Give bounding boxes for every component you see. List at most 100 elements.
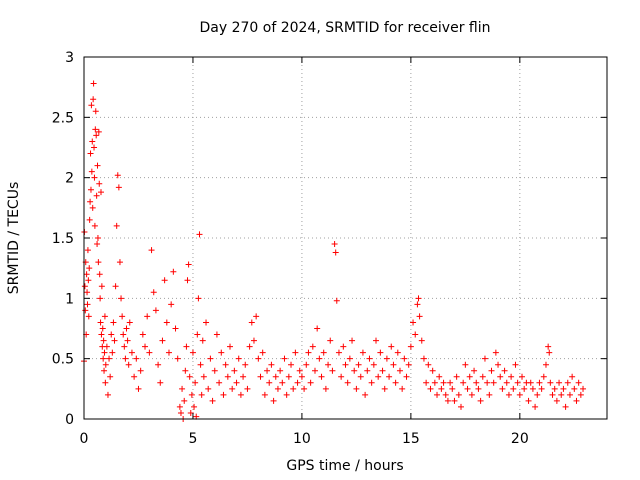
data-point (250, 337, 257, 344)
data-point (453, 373, 460, 380)
data-point (410, 319, 417, 326)
data-point (331, 241, 338, 248)
data-point (444, 397, 451, 404)
data-point (179, 385, 186, 392)
data-point (176, 403, 183, 410)
data-point (294, 379, 301, 386)
data-point (516, 391, 523, 398)
data-point (91, 174, 98, 181)
data-point (119, 313, 126, 320)
data-point (580, 385, 587, 392)
data-point (113, 222, 120, 229)
data-point (91, 222, 98, 229)
data-point (233, 379, 240, 386)
data-point (362, 391, 369, 398)
data-point (88, 168, 95, 175)
data-point (96, 180, 103, 187)
data-point (314, 325, 321, 332)
data-point (85, 277, 92, 284)
data-point (197, 361, 204, 368)
data-point (235, 355, 242, 362)
data-point (464, 385, 471, 392)
data-point (349, 337, 356, 344)
data-point (259, 349, 266, 356)
data-point (549, 391, 556, 398)
data-point (139, 331, 146, 338)
y-tick-label: 1 (65, 291, 74, 307)
data-point (342, 361, 349, 368)
data-point (253, 313, 260, 320)
data-point (536, 379, 543, 386)
data-point (296, 367, 303, 374)
data-point (545, 343, 552, 350)
data-point (532, 403, 539, 410)
data-point (115, 184, 122, 191)
data-point (240, 373, 247, 380)
data-point (551, 385, 558, 392)
data-point (101, 349, 108, 356)
data-point (91, 144, 98, 151)
data-point (229, 385, 236, 392)
data-point (405, 361, 412, 368)
y-tick-label: 1.5 (52, 231, 74, 247)
data-point (131, 373, 138, 380)
data-point (368, 379, 375, 386)
data-point (133, 355, 140, 362)
data-point (386, 373, 393, 380)
data-point (137, 367, 144, 374)
data-point (344, 379, 351, 386)
data-point (220, 391, 227, 398)
data-point (189, 349, 196, 356)
data-point (86, 216, 93, 223)
data-point (90, 96, 97, 103)
data-point (429, 367, 436, 374)
data-point (101, 367, 108, 374)
data-point (521, 385, 528, 392)
data-point (388, 343, 395, 350)
data-point (573, 397, 580, 404)
data-point (87, 198, 94, 205)
data-point (340, 343, 347, 350)
data-point (157, 379, 164, 386)
data-point (99, 325, 106, 332)
data-point (488, 367, 495, 374)
data-point (89, 138, 96, 145)
data-point (97, 295, 104, 302)
data-point (327, 337, 334, 344)
data-point (89, 204, 96, 211)
grid-lines (84, 57, 607, 419)
data-point (255, 355, 262, 362)
data-point (159, 337, 166, 344)
data-point (462, 361, 469, 368)
data-point (434, 391, 441, 398)
data-point (161, 277, 168, 284)
data-point (222, 361, 229, 368)
data-point (174, 355, 181, 362)
data-point (298, 373, 305, 380)
data-point (83, 271, 90, 278)
data-point (107, 373, 114, 380)
data-point (101, 313, 108, 320)
data-point (92, 126, 99, 133)
data-point (292, 349, 299, 356)
data-point (540, 373, 547, 380)
data-point (227, 343, 234, 350)
data-point (566, 391, 573, 398)
data-point (183, 343, 190, 350)
data-point (351, 367, 358, 374)
data-point (207, 355, 214, 362)
data-point (416, 313, 423, 320)
data-point (392, 379, 399, 386)
data-point (155, 361, 162, 368)
data-point (274, 385, 281, 392)
data-point (396, 367, 403, 374)
data-point (575, 379, 582, 386)
data-point (87, 186, 94, 193)
data-point (571, 385, 578, 392)
data-point (366, 355, 373, 362)
data-point (165, 349, 172, 356)
data-point (338, 373, 345, 380)
data-point (187, 409, 194, 416)
data-point (122, 355, 129, 362)
data-point (562, 403, 569, 410)
